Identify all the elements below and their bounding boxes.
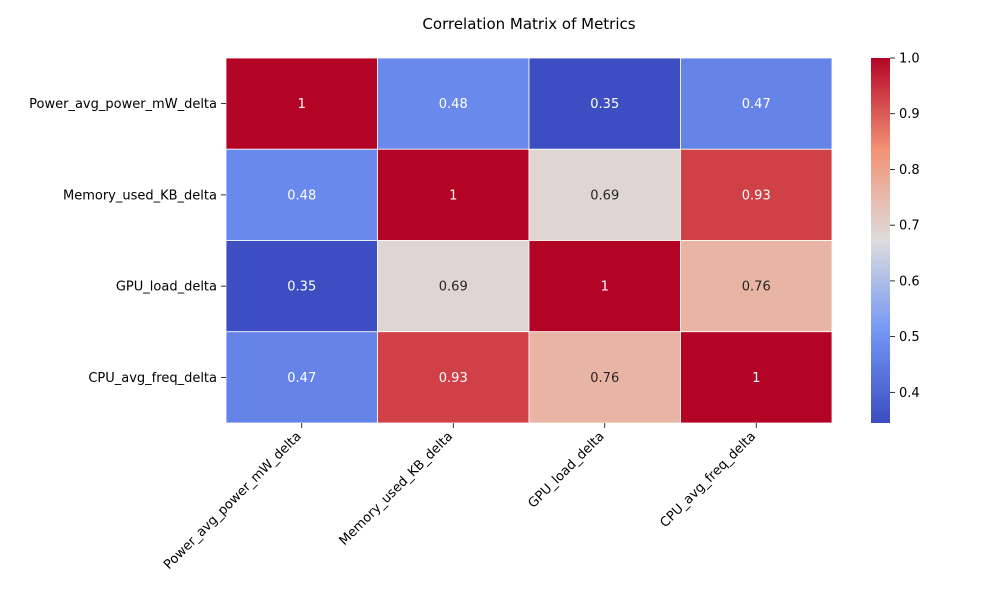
heatmap-cell (528, 331, 681, 424)
heatmap-cell (225, 148, 378, 241)
cell-value-label: 0.69 (590, 188, 619, 203)
y-tick-label: GPU_load_delta (116, 280, 217, 295)
x-tick-labels: Power_avg_power_mW_delta Memory_used_KB_d… (161, 423, 759, 573)
cell-value-label: 0.48 (439, 97, 468, 112)
cell-value-label: 0.47 (287, 371, 316, 386)
heatmap-cell (680, 148, 833, 241)
cell-value-label: 1 (449, 188, 457, 203)
x-tick-label: Memory_used_KB_delta (337, 429, 457, 549)
x-tick-label: Power_avg_power_mW_delta (161, 429, 304, 572)
colorbar-tick-label: 0.6 (899, 274, 920, 289)
heatmap-cell (377, 148, 530, 241)
cell-value-label: 0.69 (439, 280, 468, 295)
cell-value-label: 0.35 (590, 97, 619, 112)
colorbar-tick-label: 0.7 (899, 219, 920, 234)
colorbar-ticks: 0.4 0.5 0.6 0.7 0.8 0.9 1.0 (890, 52, 920, 401)
cell-value-label: 1 (298, 97, 306, 112)
colorbar-tick-label: 0.4 (899, 386, 920, 401)
cell-value-label: 0.35 (287, 280, 316, 295)
heatmap-cells: 1 0.48 0.35 0.47 0.48 1 0.69 0.93 0.35 0.69 1 0.76 0… (225, 57, 833, 424)
x-tick-label: CPU_avg_freq_delta (657, 429, 759, 531)
colorbar-tick-label: 1.0 (899, 52, 920, 67)
cell-value-label: 0.47 (742, 97, 771, 112)
colorbar: 0.4 0.5 0.6 0.7 0.8 0.9 1.0 (871, 52, 920, 423)
colorbar-gradient (871, 58, 890, 423)
cell-value-label: 0.93 (439, 371, 468, 386)
heatmap-cell (225, 57, 378, 150)
cell-value-label: 0.76 (742, 280, 771, 295)
y-tick-label: Memory_used_KB_delta (63, 188, 217, 203)
cell-value-label: 0.76 (590, 371, 619, 386)
heatmap-cell (377, 57, 530, 150)
y-tick-labels: Power_avg_power_mW_delta Memory_used_KB_d… (29, 97, 226, 386)
colorbar-tick-label: 0.8 (899, 163, 920, 178)
heatmap-cell (680, 331, 833, 424)
heatmap-cell (528, 57, 681, 150)
heatmap-cell (377, 240, 530, 333)
chart-title: Correlation Matrix of Metrics (422, 15, 635, 33)
heatmap-cell (680, 240, 833, 333)
colorbar-tick-label: 0.5 (899, 330, 920, 345)
y-tick-label: CPU_avg_freq_delta (88, 371, 217, 386)
cell-value-label: 1 (752, 371, 760, 386)
cell-value-label: 0.48 (287, 188, 316, 203)
heatmap-cell (225, 331, 378, 424)
y-tick-label: Power_avg_power_mW_delta (29, 97, 217, 112)
x-tick-label: GPU_load_delta (525, 429, 607, 511)
cell-value-label: 0.93 (742, 188, 771, 203)
heatmap-cell (377, 331, 530, 424)
heatmap-cell (680, 57, 833, 150)
colorbar-tick-label: 0.9 (899, 107, 920, 122)
cell-value-label: 1 (601, 280, 609, 295)
